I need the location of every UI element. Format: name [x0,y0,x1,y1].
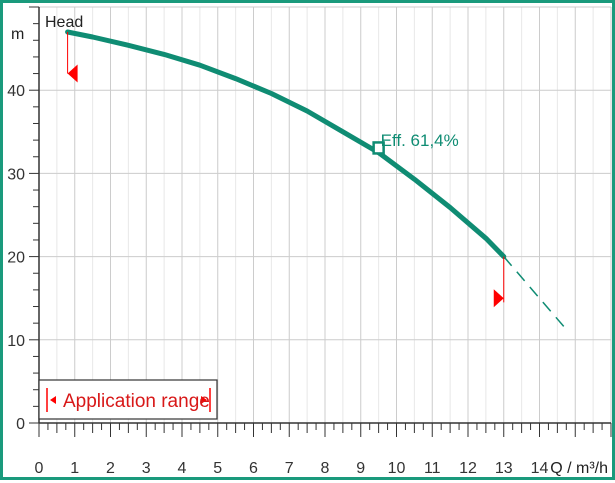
x-tick-label: 7 [285,460,294,477]
x-tick-label: 12 [459,460,477,477]
application-range-right-arrow [201,396,207,404]
x-tick-label: 13 [495,460,513,477]
x-tick-label: 0 [35,460,44,477]
x-tick-label: 14 [531,460,549,477]
series-label-head: Head [45,14,83,31]
x-tick-label: 4 [178,460,187,477]
application-range-box [38,379,218,420]
y-tick-label: 20 [7,250,25,267]
x-tick-label: 5 [213,460,222,477]
range-start-marker [67,64,78,83]
y-tick-label: 0 [16,416,25,433]
head-curve [65,29,507,260]
x-tick-label: 6 [249,460,258,477]
efficiency-marker [372,141,385,155]
y-tick-label: 30 [7,166,25,183]
x-tick-label: 3 [142,460,151,477]
x-tick-label: 10 [388,460,406,477]
application-range-left-arrow [50,396,56,404]
head-curve-extension [503,256,569,332]
x-tick-label: 8 [321,460,330,477]
x-tick-label: 11 [424,460,441,477]
range-end-marker [493,289,504,308]
y-tick-label: 10 [7,333,25,350]
x-tick-label: 1 [70,460,79,477]
x-tick-label: 9 [356,460,365,477]
x-axis-title: Q / m³/h [550,460,608,477]
x-tick-label: 2 [106,460,115,477]
y-axis-title: m [11,26,24,43]
efficiency-label: Eff. 61,4% [381,131,459,150]
y-tick-label: 40 [7,83,25,100]
application-range-label: Application range [63,391,210,412]
